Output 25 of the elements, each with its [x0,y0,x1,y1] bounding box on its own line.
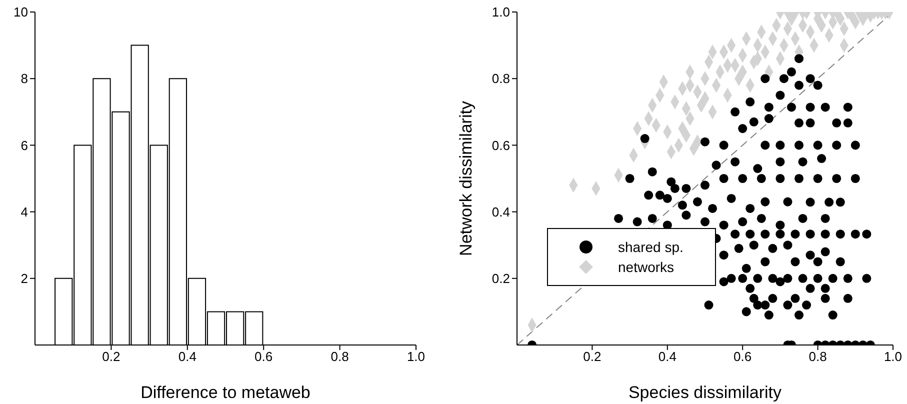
x-tick-label: 0.2 [102,349,120,364]
y-tick-label: 0.4 [492,204,510,220]
x-tick-label: 0.4 [658,349,676,364]
y-tick-label: 6 [20,138,28,153]
y-tick-label: 1.0 [492,4,510,20]
y-tick-label: 0.6 [492,138,510,153]
y-tick-label: 4 [20,204,28,220]
legend-label: networks [618,259,674,275]
x-tick-label: 0.4 [178,349,196,364]
y-tick-label: 10 [14,4,28,20]
x-tick-label: 0.2 [583,349,602,364]
x-tick-label: 1.0 [884,349,902,364]
x-axis-title: Difference to metaweb [140,383,310,402]
y-tick-label: 0.2 [492,271,510,286]
y-tick-label: 0.8 [492,71,510,86]
x-axis-title: Species dissimilarity [628,383,782,402]
x-tick-label: 0.6 [734,349,752,364]
y-tick-label: 8 [20,71,28,86]
legend-label: shared sp. [618,239,684,255]
y-axis-title: Network dissimilarity [456,100,476,256]
x-tick-label: 0.8 [330,349,349,364]
x-tick-label: 0.8 [808,349,827,364]
y-tick-label: 2 [20,271,28,286]
x-tick-label: 1.0 [406,349,426,364]
x-tick-label: 0.6 [254,349,273,364]
